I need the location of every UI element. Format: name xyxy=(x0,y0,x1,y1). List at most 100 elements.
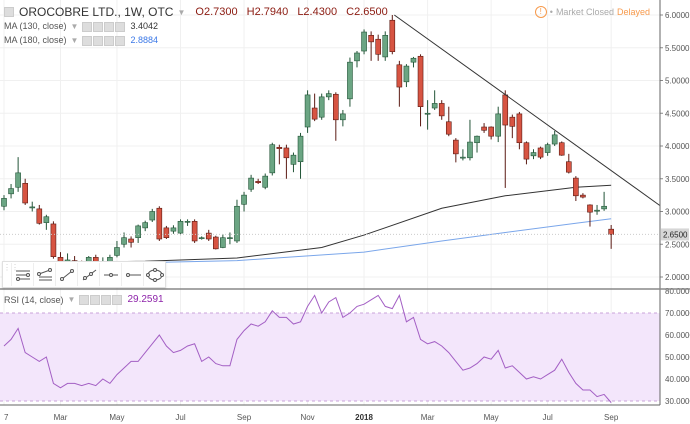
candle-body xyxy=(255,181,261,183)
trend-line-icon xyxy=(59,268,74,281)
candle-body xyxy=(191,221,198,242)
chevron-down-icon[interactable]: ▼ xyxy=(70,21,79,31)
rsi-tick-label: 80.0000 xyxy=(665,287,690,296)
drawing-toolbar: ⋮⋮ xyxy=(2,261,166,288)
candle-body xyxy=(481,126,487,131)
candles xyxy=(1,15,614,268)
candle-body xyxy=(8,188,14,195)
candle-body xyxy=(29,206,36,209)
candle xyxy=(573,176,579,202)
price-tick-label: 5.5000 xyxy=(665,44,690,53)
collapse-icon[interactable] xyxy=(4,7,14,17)
candle xyxy=(184,219,191,226)
trend-line-tool[interactable] xyxy=(55,263,77,286)
study-buttons xyxy=(82,35,126,46)
plus-icon[interactable] xyxy=(101,294,112,305)
candle xyxy=(354,51,360,68)
time-tick-label: May xyxy=(484,413,499,422)
candle xyxy=(368,31,374,61)
horizontal-line-tool[interactable] xyxy=(99,263,121,286)
candle xyxy=(396,60,403,107)
last-price-badge xyxy=(661,228,689,241)
candle-body xyxy=(488,126,494,137)
candle-body xyxy=(382,35,389,58)
candle xyxy=(410,56,417,68)
chevron-down-icon[interactable]: ▼ xyxy=(177,7,186,17)
candle-body xyxy=(333,93,339,121)
candle-body xyxy=(565,161,572,173)
candle-body xyxy=(36,208,43,224)
ma130-value: 3.4042 xyxy=(130,21,158,32)
candle-body xyxy=(523,142,530,160)
candle xyxy=(580,193,586,199)
ma180-label[interactable]: MA (180, close) xyxy=(4,35,67,46)
horizontal-ray-icon xyxy=(125,272,141,277)
horizontal-lines-tool[interactable] xyxy=(11,263,33,286)
candle-body xyxy=(530,152,537,157)
trendline[interactable] xyxy=(394,14,661,207)
ma130-label[interactable]: MA (130, close) xyxy=(4,21,67,32)
rsi-label[interactable]: RSI (14, close) xyxy=(4,294,64,305)
chevron-down-icon[interactable]: ▼ xyxy=(67,295,76,304)
chevron-down-icon[interactable]: ▼ xyxy=(70,35,79,45)
candle xyxy=(191,219,198,243)
candle-body xyxy=(438,103,445,117)
eye-icon[interactable] xyxy=(82,21,93,32)
candle-body xyxy=(205,232,212,240)
time-tick-label: Nov xyxy=(300,413,314,422)
candle xyxy=(227,232,233,245)
candle xyxy=(594,204,600,215)
candle xyxy=(333,92,339,141)
candle xyxy=(36,204,43,225)
ray-tool[interactable] xyxy=(77,263,99,286)
candle xyxy=(375,34,381,61)
candle xyxy=(460,149,466,161)
gear-icon[interactable] xyxy=(93,21,104,32)
candle-body xyxy=(608,228,614,235)
candle xyxy=(149,208,156,222)
candle xyxy=(241,191,247,212)
symbol-legend: OROCOBRE LTD., 1W, OTC ▼ O2.7300 H2.7940… xyxy=(4,5,394,19)
candle xyxy=(516,111,523,150)
rsi-tick-label: 40.0000 xyxy=(665,375,690,384)
candle-body xyxy=(516,113,523,144)
horizontal-line-icon xyxy=(103,272,118,277)
candle xyxy=(269,142,276,176)
symbol-title[interactable]: OROCOBRE LTD., 1W, OTC xyxy=(19,5,174,19)
close-icon[interactable] xyxy=(115,35,126,46)
parallel-channel-tool[interactable] xyxy=(33,263,55,286)
candle xyxy=(502,90,509,188)
candle-body xyxy=(354,52,360,62)
candle xyxy=(509,114,516,139)
study-buttons xyxy=(82,21,126,32)
plus-icon[interactable] xyxy=(104,21,115,32)
horizontal-ray-tool[interactable] xyxy=(121,263,143,286)
drag-handle-icon[interactable]: ⋮⋮ xyxy=(3,262,19,272)
candle xyxy=(8,183,14,199)
candle-body xyxy=(551,134,558,145)
gear-icon[interactable] xyxy=(90,294,101,305)
candle xyxy=(304,90,311,133)
candle-body xyxy=(43,216,50,223)
candle xyxy=(318,93,325,120)
warning-icon[interactable]: ! xyxy=(534,6,547,18)
candle-body xyxy=(114,247,120,256)
close-icon[interactable] xyxy=(115,21,126,32)
price-tick-label: 2.5000 xyxy=(665,240,690,249)
ellipse-tool[interactable] xyxy=(143,263,165,286)
eye-icon[interactable] xyxy=(82,35,93,46)
close-icon[interactable] xyxy=(112,294,123,305)
candle xyxy=(445,106,452,137)
candle-body xyxy=(220,237,226,248)
plus-icon[interactable] xyxy=(104,35,115,46)
candle-body xyxy=(467,141,473,159)
candle xyxy=(22,178,28,205)
high-value: H2.7940 xyxy=(246,6,289,18)
gear-icon[interactable] xyxy=(93,35,104,46)
study-buttons xyxy=(79,294,123,305)
eye-icon[interactable] xyxy=(79,294,90,305)
candle xyxy=(389,15,396,55)
candle-body xyxy=(22,183,28,204)
